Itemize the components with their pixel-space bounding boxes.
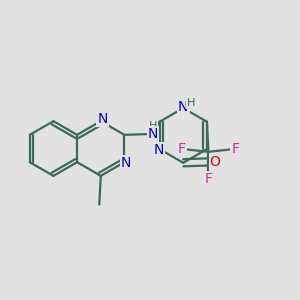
Text: N: N — [98, 112, 108, 126]
Text: H: H — [188, 98, 196, 108]
Text: N: N — [148, 127, 158, 141]
Text: N: N — [178, 100, 188, 114]
Text: O: O — [210, 155, 220, 169]
Text: F: F — [177, 142, 185, 156]
Text: N: N — [121, 156, 131, 170]
Text: H: H — [148, 121, 157, 130]
Text: F: F — [204, 172, 212, 186]
Text: N: N — [153, 143, 164, 157]
Text: F: F — [231, 142, 239, 156]
